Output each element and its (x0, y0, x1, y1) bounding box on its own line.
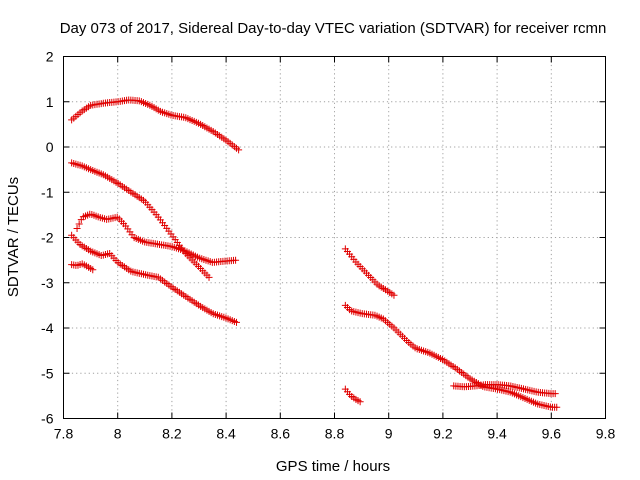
axis-ticks (63, 56, 606, 419)
series-arc-4 (68, 231, 241, 326)
x-tick-label: 8.6 (271, 426, 291, 442)
data-point (356, 398, 364, 406)
series-arc-6 (341, 245, 398, 299)
series-arc-5 (68, 260, 97, 274)
x-tick-label: 9.8 (596, 426, 616, 442)
y-tick-label: -2 (41, 230, 54, 246)
data-point (551, 390, 559, 398)
x-tick-label: 8.4 (216, 426, 236, 442)
series-arc-9 (341, 385, 364, 406)
x-tick-label: 8.2 (162, 426, 182, 442)
series-arc-7 (341, 301, 561, 411)
data-point (232, 256, 240, 264)
data-points (68, 96, 561, 411)
x-tick-label: 8 (114, 426, 122, 442)
y-tick-label: -3 (41, 275, 54, 291)
y-tick-label: -4 (41, 320, 54, 336)
data-point (205, 273, 213, 281)
series-arc-3 (73, 210, 240, 266)
x-tick-label: 9 (385, 426, 393, 442)
x-tick-labels: 7.8 8 8.2 8.4 8.6 8.8 9 9.2 9.4 9.6 9.8 (54, 426, 616, 442)
x-tick-label: 9.4 (487, 426, 507, 442)
data-point (233, 318, 241, 326)
chart-title: Day 073 of 2017, Sidereal Day-to-day VTE… (60, 20, 607, 37)
series-arc-1 (68, 96, 243, 154)
y-tick-label: 0 (46, 139, 54, 155)
y-tick-label: 1 (46, 94, 54, 110)
y-tick-label: -1 (41, 184, 54, 200)
x-axis-title: GPS time / hours (276, 458, 390, 475)
y-tick-label: 2 (46, 49, 54, 65)
x-tick-label: 7.8 (54, 426, 74, 442)
series-arc-2 (68, 159, 213, 281)
data-point (553, 403, 561, 411)
x-tick-label: 9.2 (433, 426, 453, 442)
y-tick-labels: 2 1 0 -1 -2 -3 -4 -5 -6 (41, 49, 54, 427)
data-point (390, 291, 398, 299)
y-tick-label: -6 (41, 411, 54, 427)
grid (63, 56, 606, 419)
y-tick-label: -5 (41, 365, 54, 381)
series-arc-8 (450, 381, 559, 398)
data-point (73, 224, 81, 232)
data-point (235, 146, 243, 154)
data-point (89, 266, 97, 274)
x-tick-label: 8.8 (325, 426, 345, 442)
data-point (75, 220, 83, 228)
y-axis-title: SDTVAR / TECUs (5, 177, 22, 297)
x-tick-label: 9.6 (542, 426, 562, 442)
